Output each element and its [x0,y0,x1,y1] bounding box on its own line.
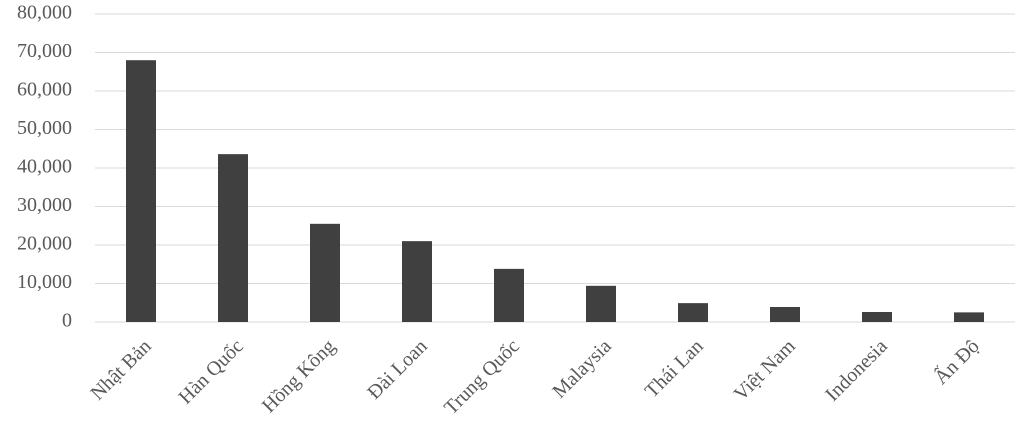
bar [586,285,616,322]
x-tick-label: Trung Quốc [440,335,524,419]
y-tick-label: 40,000 [17,156,72,178]
x-tick-label: Malaysia [548,335,615,402]
y-tick-label: 50,000 [17,117,72,139]
y-tick-label: 20,000 [17,233,72,255]
x-tick-label: Hàn Quốc [174,335,247,408]
bar [954,312,984,322]
y-tick-label: 30,000 [17,194,72,216]
x-tick-label: Việt Nam [730,335,800,405]
x-tick-label: Thái Lan [641,335,708,402]
x-tick-label: Ấn Độ [929,334,984,389]
y-tick-label: 10,000 [17,271,72,293]
bar [862,311,892,322]
bar [770,306,800,322]
x-tick-label: Nhật Bản [86,335,155,404]
y-tick-label: 70,000 [17,40,72,62]
bar [402,241,432,322]
x-tick-label: Đài Loan [363,335,432,404]
x-tick-label: Indonesia [821,335,892,406]
bar [218,154,248,322]
y-tick-label: 60,000 [17,79,72,101]
x-tick-label: Hồng Kông [258,335,340,417]
bar [678,303,708,322]
y-tick-label: 0 [62,310,72,332]
bar [310,223,340,322]
y-tick-label: 80,000 [17,2,72,24]
bar [494,268,524,322]
bar [126,60,156,322]
